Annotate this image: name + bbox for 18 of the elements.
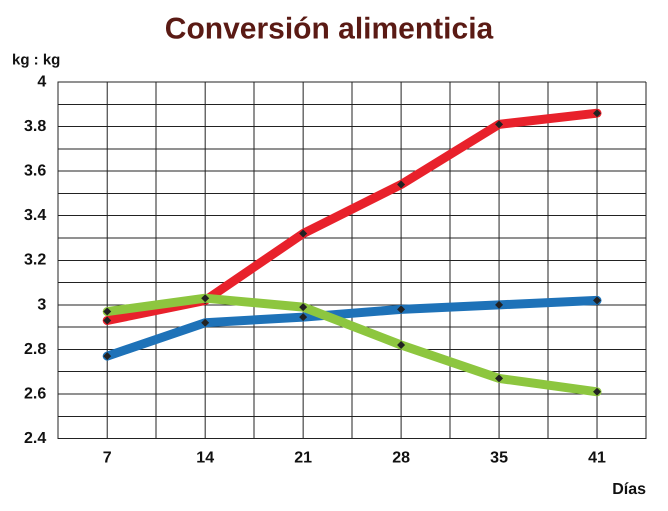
- x-tick-label: 21: [294, 450, 312, 467]
- y-tick-label: 3.4: [24, 207, 46, 224]
- y-tick-label: 3.8: [24, 118, 46, 135]
- x-axis-title: Días: [612, 480, 646, 498]
- chart-title: Conversión alimenticia: [164, 12, 494, 46]
- x-tick-label: 14: [196, 450, 214, 467]
- y-tick-label: 2.4: [24, 430, 46, 448]
- y-tick-label: 2.8: [24, 340, 46, 358]
- x-tick-label: 7: [102, 450, 112, 467]
- y-tick-label: 3.6: [24, 162, 46, 180]
- y-tick-label: 3.2: [24, 252, 46, 269]
- y-axis-title: kg : kg: [12, 52, 60, 69]
- x-tick-label: 28: [392, 450, 410, 467]
- y-tick-label: 3: [37, 296, 46, 314]
- x-tick-label: 35: [490, 450, 508, 467]
- x-tick-label: 41: [588, 450, 606, 467]
- y-tick-label: 4: [37, 73, 46, 90]
- y-tick-label: 2.6: [24, 385, 46, 402]
